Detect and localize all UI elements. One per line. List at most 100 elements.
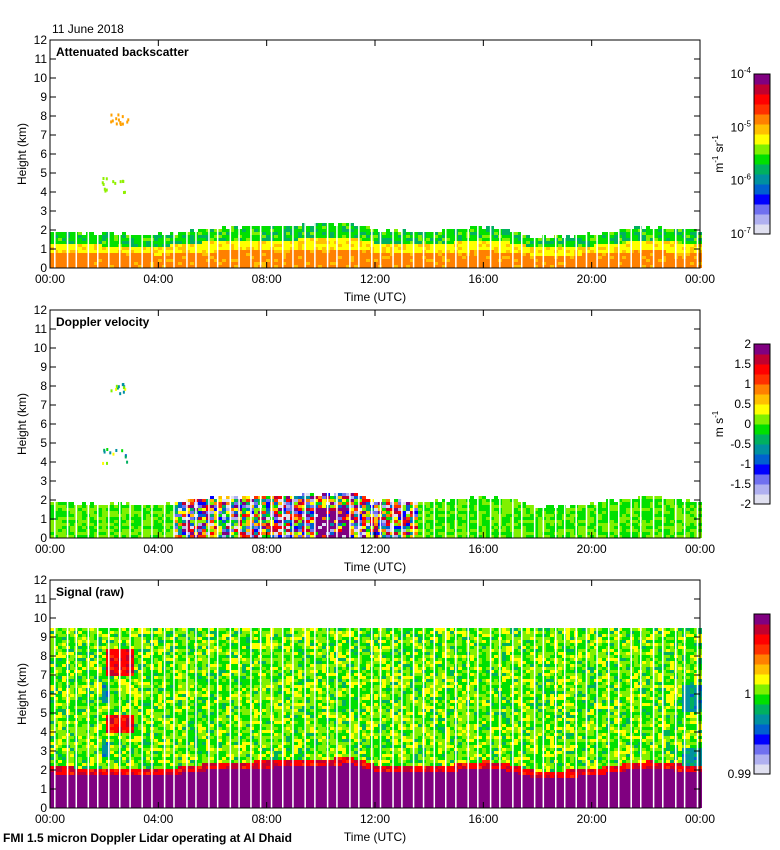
heatmap-cell	[578, 529, 582, 532]
heatmap-cell	[198, 499, 202, 502]
heatmap-cell	[414, 253, 418, 256]
heatmap-cell	[174, 517, 178, 520]
heatmap-cell	[318, 496, 322, 499]
x-tick-label: 00:00	[685, 542, 715, 556]
heatmap-cell	[94, 526, 98, 529]
heatmap-cell	[494, 520, 498, 523]
heatmap-cell	[214, 247, 218, 250]
heatmap-cell	[158, 247, 162, 250]
heatmap-cell	[450, 520, 454, 523]
heatmap-cell	[638, 250, 642, 253]
heatmap-cell	[314, 241, 318, 244]
heatmap-cell	[558, 265, 562, 268]
heatmap-cell	[450, 535, 454, 538]
heatmap-cell	[582, 508, 586, 511]
heatmap-cell	[342, 523, 346, 526]
heatmap-cell	[670, 535, 674, 538]
heatmap-cell	[434, 529, 438, 532]
heatmap-cell	[78, 682, 82, 685]
heatmap-cell	[210, 514, 214, 517]
gap-line	[186, 488, 188, 538]
heatmap-cell	[438, 247, 442, 250]
heatmap-cell	[686, 499, 690, 502]
heatmap-cell	[174, 526, 178, 529]
heatmap-cell	[266, 514, 270, 517]
heatmap-cell	[78, 793, 82, 796]
heatmap-cell	[462, 262, 466, 265]
heatmap-cell	[694, 241, 698, 244]
heatmap-cell	[526, 529, 530, 532]
heatmap-cell	[206, 520, 210, 523]
heatmap-cell	[174, 511, 178, 514]
heatmap-cell	[302, 253, 306, 256]
heatmap-cell	[78, 529, 82, 532]
heatmap-cell	[218, 505, 222, 508]
heatmap-cell	[626, 265, 630, 268]
heatmap-cell	[82, 706, 86, 709]
heatmap-cell	[62, 241, 66, 244]
heatmap-cell	[630, 265, 634, 268]
heatmap-cell	[590, 241, 594, 244]
heatmap-cell	[274, 502, 278, 505]
gap-line	[208, 488, 210, 538]
heatmap-cell	[294, 502, 298, 505]
heatmap-cell	[266, 244, 270, 247]
heatmap-cell	[206, 232, 210, 235]
heatmap-cell	[514, 529, 518, 532]
heatmap-cell	[82, 250, 86, 253]
heatmap-cell	[410, 265, 414, 268]
heatmap-cell	[186, 253, 190, 256]
heatmap-cell	[222, 526, 226, 529]
heatmap-cell	[550, 535, 554, 538]
heatmap-cell	[174, 256, 178, 259]
heatmap-cell	[462, 250, 466, 253]
heatmap-cell	[618, 514, 622, 517]
heatmap-cell	[250, 235, 254, 238]
heatmap-cell	[414, 508, 418, 511]
heatmap-cell	[570, 532, 574, 535]
heatmap-cell	[514, 238, 518, 241]
heatmap-cell	[170, 244, 174, 247]
heatmap-cell	[138, 505, 142, 508]
heatmap-cell	[606, 523, 610, 526]
heatmap-cell	[398, 517, 402, 520]
heatmap-cell	[222, 514, 226, 517]
heatmap-cell	[494, 529, 498, 532]
heatmap-cell	[578, 523, 582, 526]
heatmap-cell	[250, 238, 254, 241]
heatmap-cell	[186, 256, 190, 259]
heatmap-cell	[678, 250, 682, 253]
heatmap-cell	[666, 535, 670, 538]
heatmap-cell	[502, 505, 506, 508]
heatmap-cell	[434, 262, 438, 265]
heatmap-cell	[446, 247, 450, 250]
heatmap-cell	[354, 508, 358, 511]
heatmap-cell	[78, 628, 82, 631]
heatmap-cell	[238, 499, 242, 502]
heatmap-cell	[658, 520, 662, 523]
heatmap-cell	[502, 511, 506, 514]
heatmap-cell	[358, 520, 362, 523]
heatmap-cell	[510, 526, 514, 529]
heatmap-cell	[462, 526, 466, 529]
heatmap-cell	[334, 265, 338, 268]
colorbar-swatch	[754, 144, 770, 155]
heatmap-cell	[174, 529, 178, 532]
heatmap-cell	[494, 250, 498, 253]
heatmap-cell	[182, 535, 186, 538]
heatmap-cell	[238, 511, 242, 514]
heatmap-cell	[242, 253, 246, 256]
heatmap-cell	[558, 529, 562, 532]
heatmap-cell	[178, 238, 182, 241]
heatmap-cell	[510, 259, 514, 262]
heatmap-cell	[566, 520, 570, 523]
heatmap-cell	[222, 226, 226, 229]
heatmap-cell	[50, 241, 54, 244]
heatmap-cell	[446, 511, 450, 514]
heatmap-cell	[234, 496, 238, 499]
heatmap-cell	[390, 247, 394, 250]
heatmap-cell	[50, 505, 54, 508]
heatmap-cell	[58, 520, 62, 523]
heatmap-cell	[398, 508, 402, 511]
heatmap-cell	[306, 505, 310, 508]
